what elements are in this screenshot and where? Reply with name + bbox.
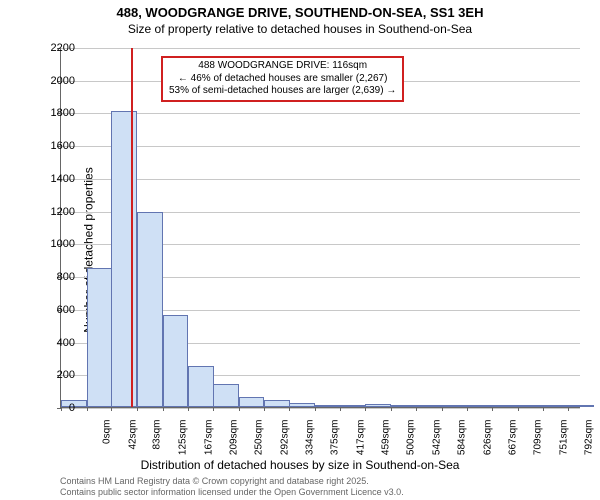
x-tick-label: 292sqm bbox=[279, 420, 290, 470]
x-tick-label: 751sqm bbox=[558, 420, 569, 470]
x-tick-mark bbox=[568, 407, 569, 411]
x-tick-mark bbox=[137, 407, 138, 411]
x-tick-label: 83sqm bbox=[152, 420, 163, 470]
x-tick-label: 500sqm bbox=[406, 420, 417, 470]
x-tick-mark bbox=[543, 407, 544, 411]
footer-copyright: Contains HM Land Registry data © Crown c… bbox=[60, 476, 369, 486]
gridline bbox=[61, 179, 580, 180]
x-tick-mark bbox=[289, 407, 290, 411]
histogram-bar bbox=[137, 212, 163, 407]
chart-title: 488, WOODGRANGE DRIVE, SOUTHEND-ON-SEA, … bbox=[0, 5, 600, 20]
x-tick-label: 125sqm bbox=[178, 420, 189, 470]
y-tick-label: 1000 bbox=[35, 238, 75, 250]
y-tick-label: 0 bbox=[35, 402, 75, 414]
x-tick-label: 167sqm bbox=[203, 420, 214, 470]
x-tick-mark bbox=[467, 407, 468, 411]
x-tick-mark bbox=[340, 407, 341, 411]
histogram-bar bbox=[289, 403, 315, 407]
y-tick-label: 2200 bbox=[35, 42, 75, 54]
x-tick-label: 792sqm bbox=[583, 420, 594, 470]
property-marker-line bbox=[131, 48, 133, 407]
y-tick-label: 800 bbox=[35, 271, 75, 283]
annotation-line: 488 WOODGRANGE DRIVE: 116sqm bbox=[169, 60, 396, 73]
x-tick-mark bbox=[264, 407, 265, 411]
gridline bbox=[61, 146, 580, 147]
histogram-bar bbox=[467, 405, 493, 407]
x-tick-label: 417sqm bbox=[355, 420, 366, 470]
x-tick-label: 459sqm bbox=[381, 420, 392, 470]
x-tick-mark bbox=[365, 407, 366, 411]
annotation-line: 53% of semi-detached houses are larger (… bbox=[169, 85, 396, 98]
histogram-bar bbox=[492, 405, 518, 407]
histogram-bar bbox=[188, 366, 214, 407]
x-tick-label: 709sqm bbox=[533, 420, 544, 470]
gridline bbox=[61, 48, 580, 49]
gridline bbox=[61, 408, 580, 409]
x-tick-label: 0sqm bbox=[102, 420, 113, 470]
histogram-bar bbox=[340, 405, 366, 407]
plot-area: 488 WOODGRANGE DRIVE: 116sqm← 46% of det… bbox=[60, 48, 580, 408]
x-tick-label: 209sqm bbox=[229, 420, 240, 470]
y-tick-label: 600 bbox=[35, 304, 75, 316]
x-tick-mark bbox=[213, 407, 214, 411]
x-tick-label: 542sqm bbox=[431, 420, 442, 470]
x-tick-mark bbox=[391, 407, 392, 411]
x-tick-label: 250sqm bbox=[254, 420, 265, 470]
y-tick-label: 1800 bbox=[35, 107, 75, 119]
y-tick-label: 1400 bbox=[35, 173, 75, 185]
histogram-bar bbox=[87, 268, 113, 407]
x-tick-label: 334sqm bbox=[305, 420, 316, 470]
x-tick-mark bbox=[315, 407, 316, 411]
x-tick-label: 42sqm bbox=[127, 420, 138, 470]
x-tick-mark bbox=[416, 407, 417, 411]
x-tick-label: 667sqm bbox=[507, 420, 518, 470]
x-tick-mark bbox=[188, 407, 189, 411]
histogram-bar bbox=[391, 405, 417, 407]
x-tick-mark bbox=[518, 407, 519, 411]
histogram-bar bbox=[568, 405, 594, 407]
x-tick-mark bbox=[111, 407, 112, 411]
histogram-bar bbox=[239, 397, 265, 407]
x-tick-label: 584sqm bbox=[457, 420, 468, 470]
x-tick-label: 375sqm bbox=[330, 420, 341, 470]
property-histogram-chart: 488, WOODGRANGE DRIVE, SOUTHEND-ON-SEA, … bbox=[0, 0, 600, 500]
x-tick-mark bbox=[492, 407, 493, 411]
histogram-bar bbox=[365, 404, 391, 407]
footer-licence: Contains public sector information licen… bbox=[60, 487, 404, 497]
y-tick-label: 2000 bbox=[35, 75, 75, 87]
x-tick-label: 626sqm bbox=[482, 420, 493, 470]
x-tick-mark bbox=[163, 407, 164, 411]
histogram-bar bbox=[213, 384, 239, 407]
histogram-bar bbox=[111, 111, 137, 407]
y-tick-label: 1600 bbox=[35, 140, 75, 152]
y-tick-label: 400 bbox=[35, 337, 75, 349]
histogram-bar bbox=[416, 405, 442, 407]
annotation-box: 488 WOODGRANGE DRIVE: 116sqm← 46% of det… bbox=[161, 56, 404, 102]
gridline bbox=[61, 113, 580, 114]
histogram-bar bbox=[543, 405, 569, 407]
x-tick-mark bbox=[87, 407, 88, 411]
histogram-bar bbox=[518, 405, 544, 407]
histogram-bar bbox=[442, 405, 468, 407]
x-tick-mark bbox=[442, 407, 443, 411]
histogram-bar bbox=[264, 400, 290, 407]
annotation-line: ← 46% of detached houses are smaller (2,… bbox=[169, 73, 396, 86]
histogram-bar bbox=[315, 405, 341, 407]
x-tick-mark bbox=[239, 407, 240, 411]
chart-subtitle: Size of property relative to detached ho… bbox=[0, 22, 600, 36]
y-tick-label: 1200 bbox=[35, 206, 75, 218]
histogram-bar bbox=[163, 315, 189, 407]
y-tick-label: 200 bbox=[35, 369, 75, 381]
